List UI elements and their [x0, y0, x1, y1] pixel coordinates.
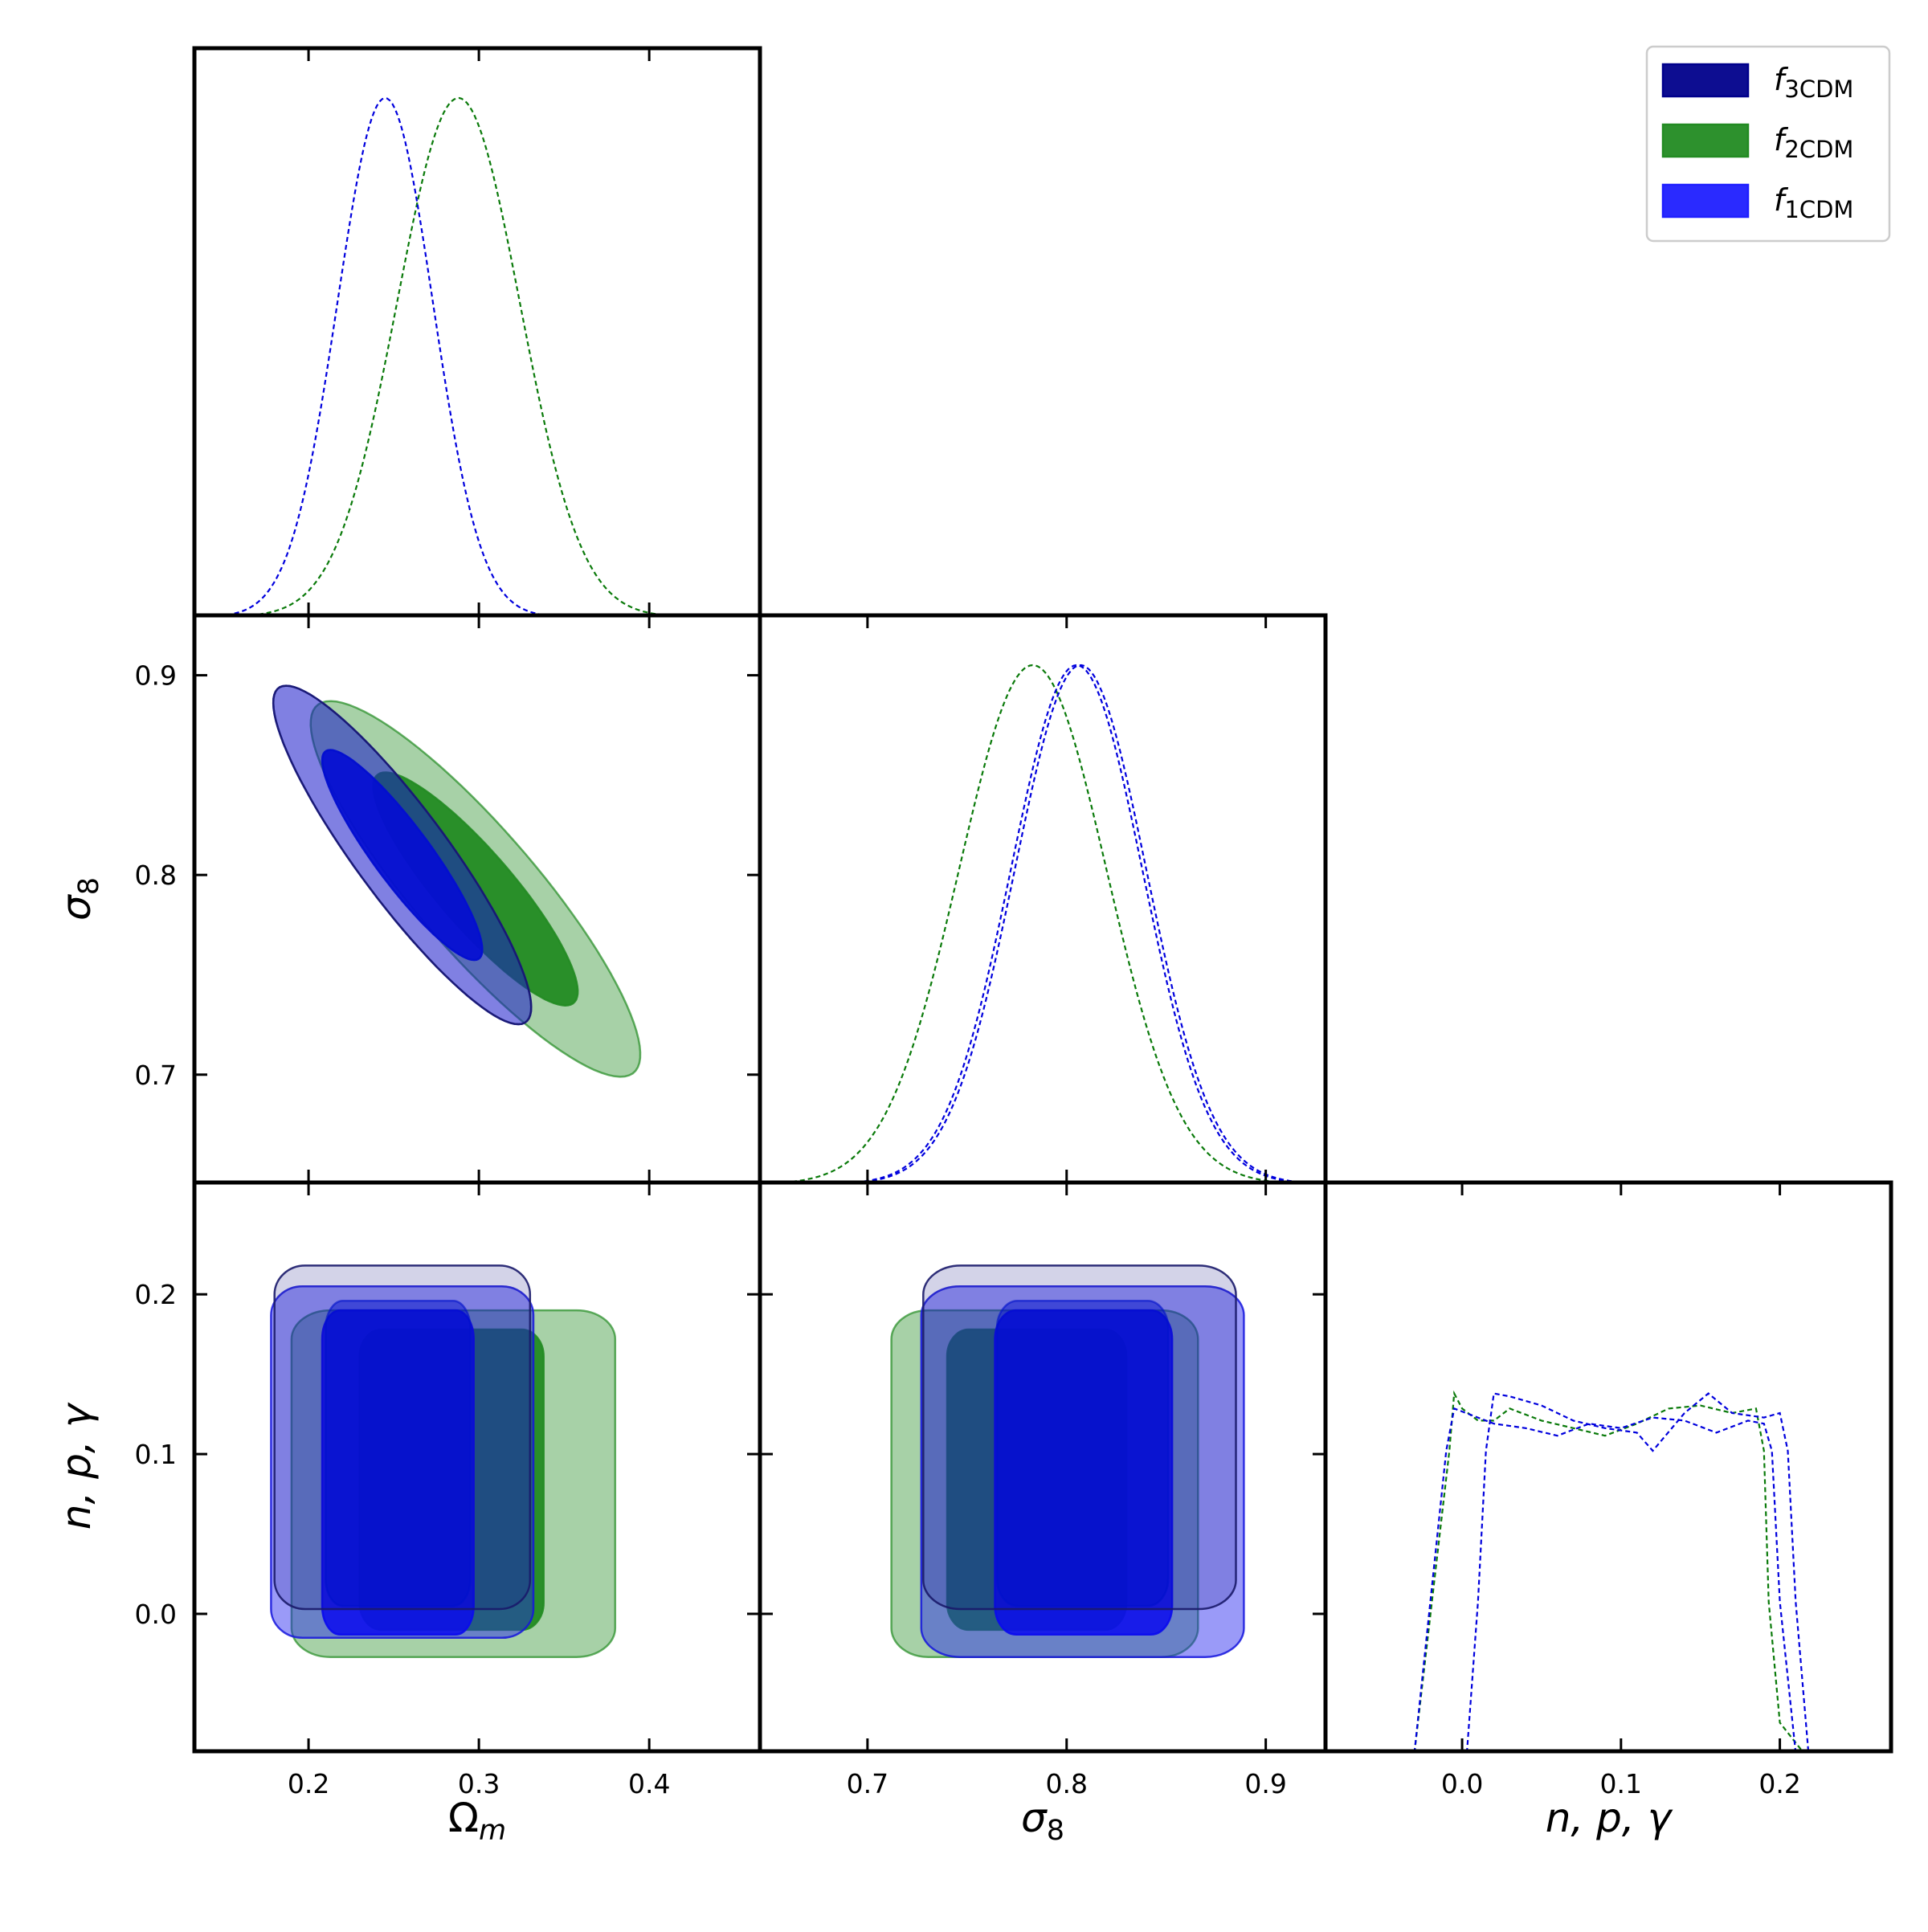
y-tick-label-npg: 0.1: [135, 1439, 177, 1470]
panel-frame-2-2: [1323, 1180, 1893, 1754]
y-tick-label-s8: 0.9: [135, 660, 177, 692]
marginal-npg: [1413, 1390, 1810, 1751]
marginal-om-f1CDM: [212, 96, 558, 615]
x-axis-label-om: Ωm: [448, 1795, 506, 1847]
panel-frame-0-0: [192, 46, 762, 618]
marginal-s8: [765, 664, 1320, 1182]
marginal-npg-f1CDM: [1413, 1407, 1797, 1751]
legend-label-2CDM: f2CDM: [1774, 122, 1853, 163]
x-tick-label-s8: 0.9: [1244, 1768, 1286, 1799]
marginal-npg-f2CDM: [1413, 1390, 1804, 1751]
x-tick-label-om: 0.2: [288, 1768, 329, 1799]
legend-swatch-1CDM: [1661, 183, 1750, 219]
y-tick-label-npg: 0.0: [135, 1599, 177, 1630]
panel-om-s8-contours: [272, 684, 642, 1078]
panel-s8-npg-contours: [890, 1264, 1245, 1658]
tick-layer: [194, 48, 1782, 1751]
panel-frame-1-1: [758, 613, 1328, 1185]
text-layer: 0.2 0.3 0.4 0.7 0.8 0.9 0.0 0.1 0.2 0.7 0.8 0.9 0.0 0…: [53, 660, 1801, 1847]
x-tick-label-om: 0.4: [628, 1768, 670, 1799]
marginal-s8-f2CDM: [765, 664, 1301, 1182]
marginal-s8-f3CDM: [842, 664, 1320, 1182]
legend-swatch-3CDM: [1661, 63, 1750, 98]
x-tick-label-npg: 0.2: [1758, 1768, 1800, 1799]
y-tick-label-s8: 0.7: [135, 1060, 177, 1091]
y-tick-label-s8: 0.8: [135, 860, 177, 891]
x-axis-label-npg: n, p, γ: [1546, 1795, 1673, 1841]
y-axis-label-npg: n, p, γ: [53, 1402, 100, 1530]
x-tick-label-om: 0.3: [458, 1768, 500, 1799]
x-tick-label-npg: 0.0: [1441, 1768, 1483, 1799]
contour-layer: [270, 684, 1245, 1658]
y-axis-label-s8: σ8: [53, 877, 105, 921]
x-tick-label-s8: 0.7: [847, 1768, 888, 1799]
legend-swatch-2CDM: [1661, 123, 1750, 158]
y-tick-label-npg: 0.2: [135, 1279, 177, 1310]
x-axis-label-s8: σ8: [1021, 1795, 1064, 1847]
contour-f3CDM-1sigma: [995, 1299, 1170, 1607]
x-tick-label-s8: 0.8: [1045, 1768, 1087, 1799]
marginal-npg-f3CDM: [1466, 1392, 1810, 1751]
contour-f3CDM-1sigma: [325, 1299, 472, 1607]
panel-om-npg-contours: [270, 1264, 617, 1658]
marginal-om-f2CDM: [235, 96, 680, 615]
marginal-om: [212, 96, 680, 615]
contour-f3CDM-1sigma: [321, 749, 484, 962]
marginal-s8-f1CDM: [838, 664, 1316, 1182]
marginal-layer: [212, 96, 1810, 1751]
x-tick-label-npg: 0.1: [1600, 1768, 1642, 1799]
panel-frames: [192, 46, 1893, 1754]
